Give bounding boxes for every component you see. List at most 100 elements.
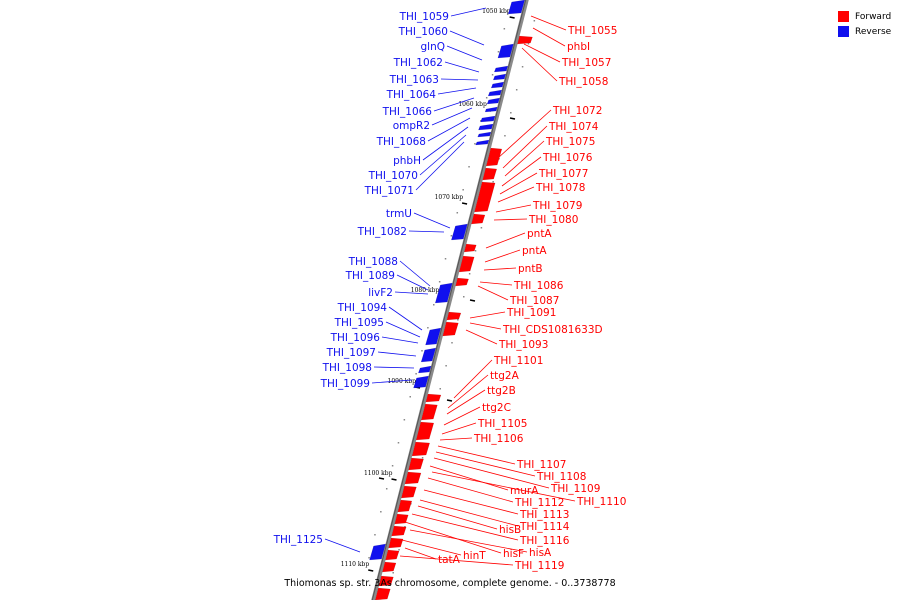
gene-label: THI_1097 [326,347,376,359]
forward-gene-block [455,277,469,287]
gene-label: THI_1091 [506,307,556,319]
major-tick [446,399,453,402]
leader-line [437,445,516,465]
major-tick [378,477,385,480]
kbp-label: 1070 kbp [435,194,464,201]
minor-tick-right [533,20,536,22]
gene-label: phbH [393,155,421,167]
minor-tick-right [451,342,453,344]
leader-line [385,321,421,338]
reverse-gene-block [434,282,453,304]
gene-label: ttg2C [482,402,511,414]
gene-label: THI_1125 [273,534,323,546]
minor-tick-left [444,258,447,260]
leader-line [469,311,506,319]
leader-line [411,513,519,541]
leader-line [437,87,477,95]
reverse-gene-block [487,89,503,97]
forward-gene-block [463,243,477,253]
forward-gene-block [415,421,435,441]
kbp-tick [509,16,515,19]
gene-label: THI_1055 [567,25,617,37]
minor-tick-left [385,488,388,490]
gene-label: THI_1109 [550,483,600,495]
minor-tick-right [504,135,506,137]
leader-line [419,134,467,176]
gene-label: THI_1070 [368,170,418,182]
gene-label: THI_1106 [473,433,524,445]
gene-label: THI_1119 [514,560,564,572]
gene-label: THI_1075 [545,136,595,148]
minor-tick-left [391,465,394,467]
forward-gene-block [517,35,533,45]
minor-tick-left [480,120,482,122]
leader-line [439,437,473,441]
leader-line [504,140,545,177]
minor-tick-left [415,373,417,375]
gene-label: ttg2B [487,385,516,397]
minor-tick-left [368,557,370,559]
leader-line [501,156,542,187]
minor-tick-right [527,43,530,45]
reverse-gene-block [492,73,507,81]
leader-line [423,489,519,515]
minor-tick-left [450,235,453,237]
gene-label: hisA [529,547,552,559]
reverse-gene-block [507,0,525,15]
minor-tick-left [421,350,423,352]
minor-tick-left [503,28,506,30]
minor-tick-right [463,296,465,298]
leader-line [399,555,514,566]
leader-line [399,260,431,287]
leader-line [394,291,429,295]
leader-line [409,529,528,553]
minor-tick-right [474,250,477,252]
forward-gene-block [404,471,422,485]
map-caption: Thiomonas sp. str. 3As chromosome, compl… [284,578,616,589]
legend-forward: Forward [838,9,891,24]
gene-label: THI_1057 [561,57,611,69]
gene-label: THI_1074 [548,121,599,133]
minor-tick-right [398,549,400,551]
reverse-gene-block [480,115,496,123]
gene-label: THI_1094 [337,302,388,314]
forward-gene-block [382,561,397,573]
gene-label: THI_1060 [398,26,448,38]
kbp-label: 1060 kbp [458,101,487,108]
leader-line [433,97,475,112]
kbp-tick [461,202,468,205]
forward-gene-block [482,167,498,181]
gene-label: THI_1066 [382,106,433,118]
leader-line [446,45,483,61]
gene-label: THI_1082 [357,226,407,238]
leader-line [440,78,479,81]
leader-line [477,285,509,301]
kbp-label: 1050 kbp [482,8,511,15]
gene-label: hisB [499,524,521,536]
gene-label: phbI [567,41,590,53]
forward-gene-block [397,499,413,513]
leader-line [427,477,514,503]
leader-line [495,204,532,213]
gene-label: THI_1116 [519,535,570,547]
reverse-gene-block [497,43,514,59]
gene-label: THI_1086 [513,280,564,292]
minor-tick-right [457,319,459,321]
leader-line [465,329,498,345]
gene-label: ompR2 [393,120,430,132]
forward-gene-block [385,549,400,561]
leader-line [388,306,423,331]
chromosome-axis-edge [371,0,527,600]
minor-tick-right [421,457,424,459]
leader-line [417,505,498,530]
minor-tick-left [380,511,382,513]
forward-gene-block [401,485,417,499]
minor-tick-right [480,227,483,229]
major-tick [469,299,476,302]
gene-label: THI_1078 [535,182,585,194]
gene-label: hinT [463,550,486,562]
gene-label: THI_1072 [552,105,602,117]
gene-label: THI_1098 [322,362,372,374]
